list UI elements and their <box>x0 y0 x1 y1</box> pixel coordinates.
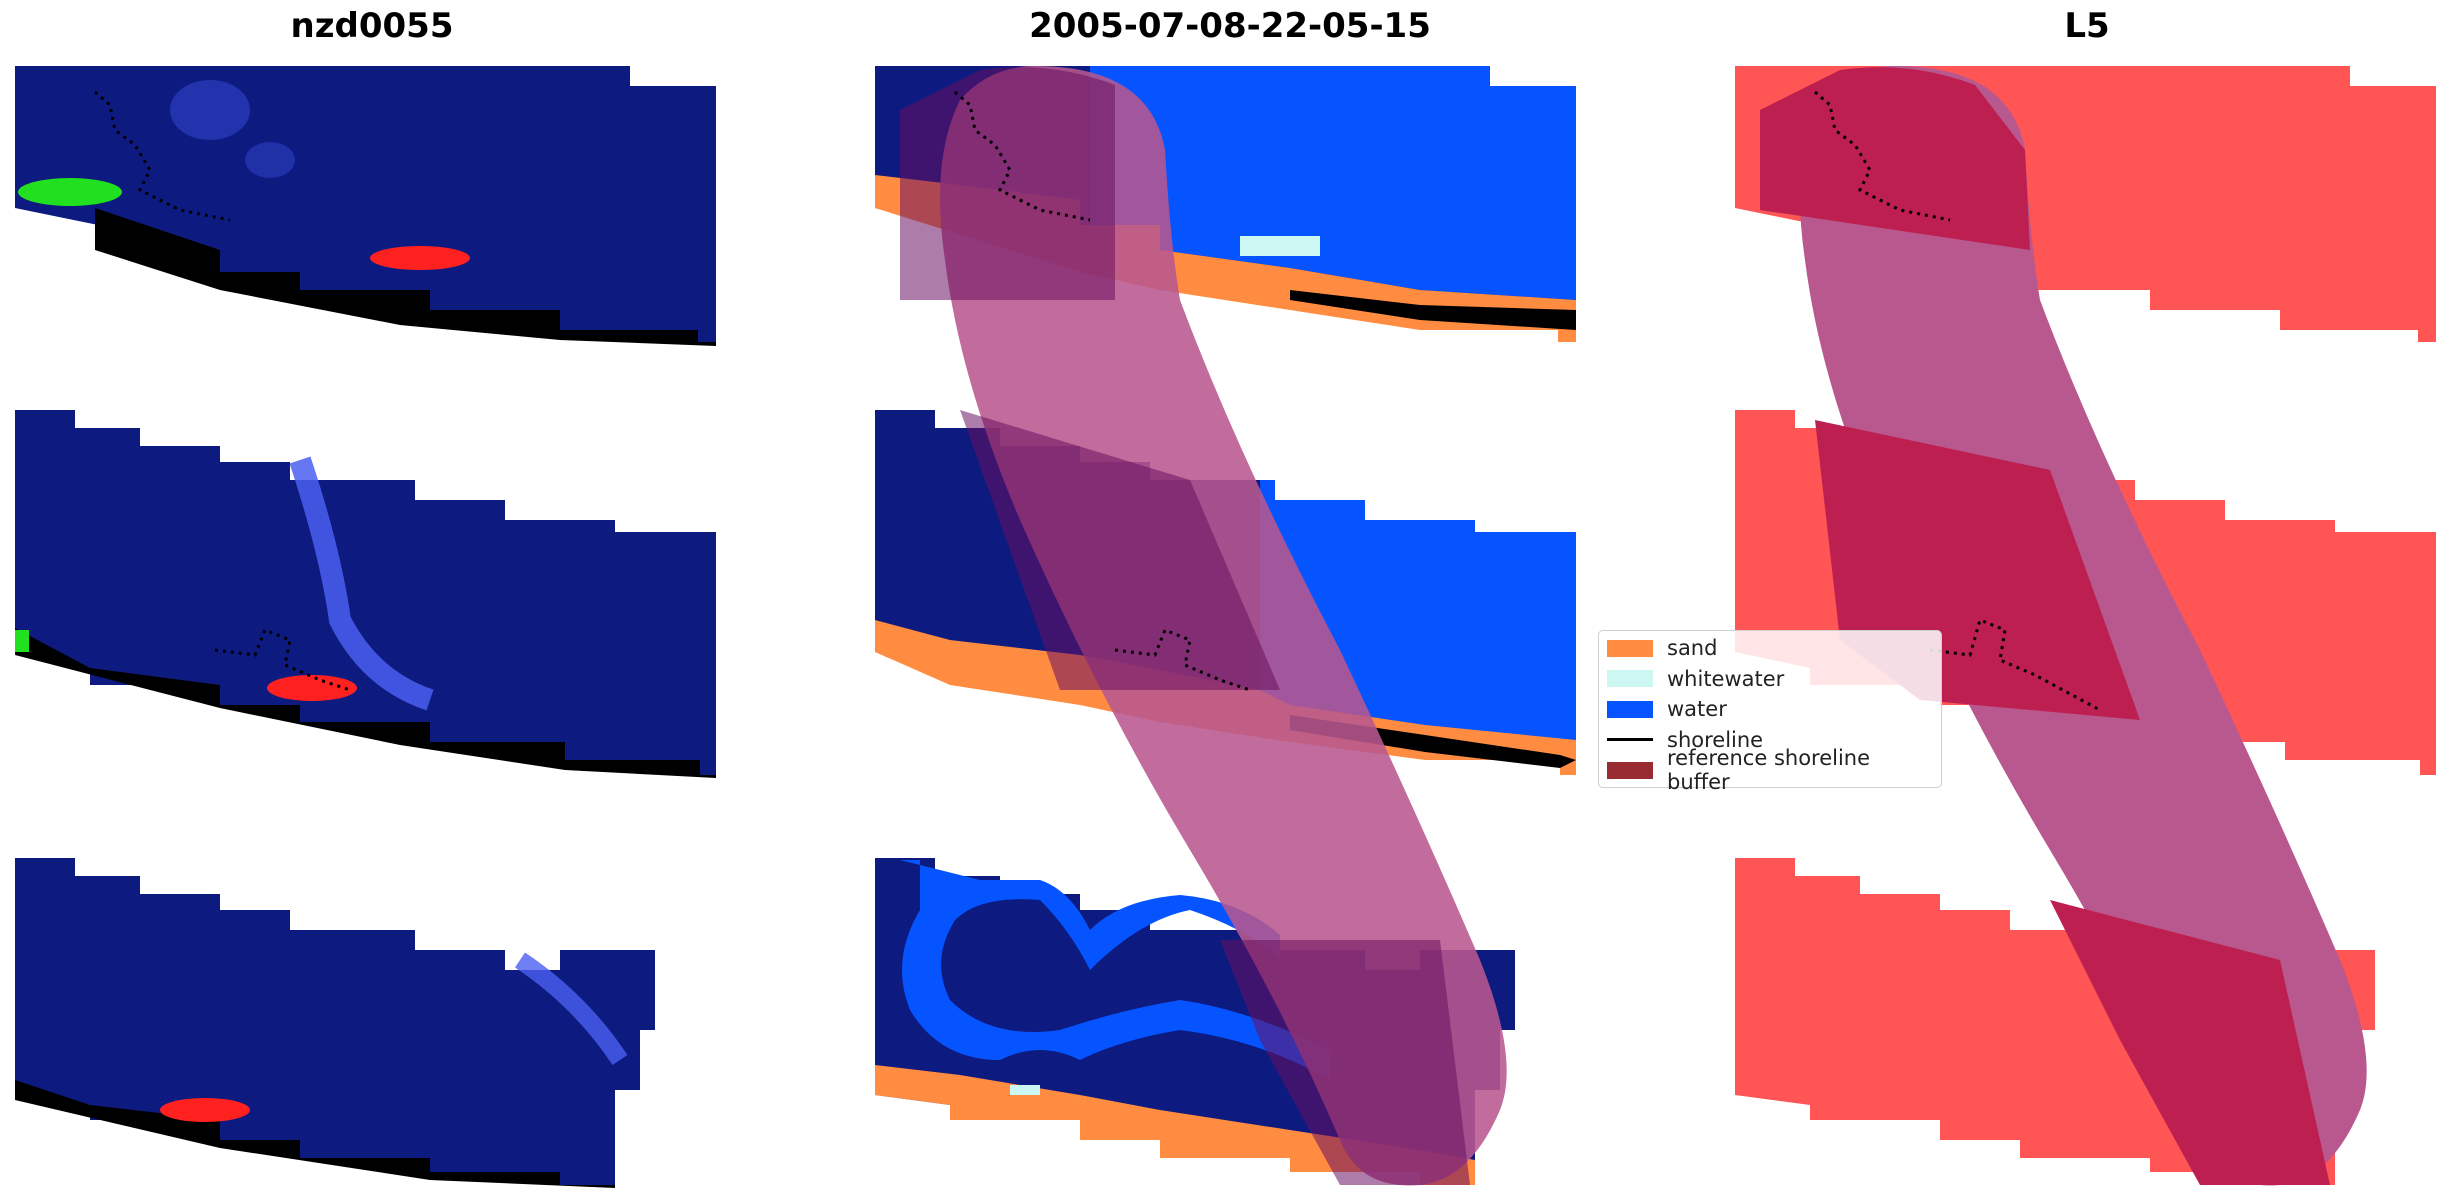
classified-image-panel <box>875 66 1576 1186</box>
rgb-strip-top <box>15 66 716 346</box>
classified-buffer-overlay <box>900 66 1507 1186</box>
legend-item-sand: sand <box>1607 633 1933 664</box>
mask-buffer-overlay <box>1760 66 2367 1186</box>
mask-image-panel <box>1735 66 2436 1186</box>
legend-label: reference shoreline buffer <box>1667 746 1871 795</box>
legend-swatch-shoreline <box>1607 738 1653 742</box>
legend-item-shoreline: shoreline <box>1607 725 1933 756</box>
panel-title-rgb: nzd0055 <box>290 6 454 46</box>
legend-item-reference-shoreline-buffer: reference shoreline buffer <box>1607 746 1933 794</box>
legend-item-water: water <box>1607 694 1933 725</box>
legend-swatch-water <box>1607 700 1653 718</box>
legend-item-whitewater: whitewater <box>1607 664 1933 695</box>
legend-label: whitewater <box>1667 666 1785 691</box>
rgb-image-panel <box>15 66 716 1188</box>
legend-label: shoreline <box>1667 727 1764 752</box>
legend-label: water <box>1667 697 1727 722</box>
legend-swatch-sand <box>1607 639 1653 657</box>
legend-swatch-whitewater <box>1607 670 1653 688</box>
panel-title-classified: 2005-07-08-22-05-15 <box>1029 6 1431 46</box>
legend-label: sand <box>1667 636 1718 661</box>
panel-title-mask: L5 <box>2064 6 2110 46</box>
legend: sand whitewater water shoreline referenc… <box>1598 630 1942 794</box>
rgb-strip-bottom <box>15 858 655 1188</box>
rgb-strip-middle <box>15 410 716 778</box>
legend-swatch-buffer <box>1607 761 1653 779</box>
